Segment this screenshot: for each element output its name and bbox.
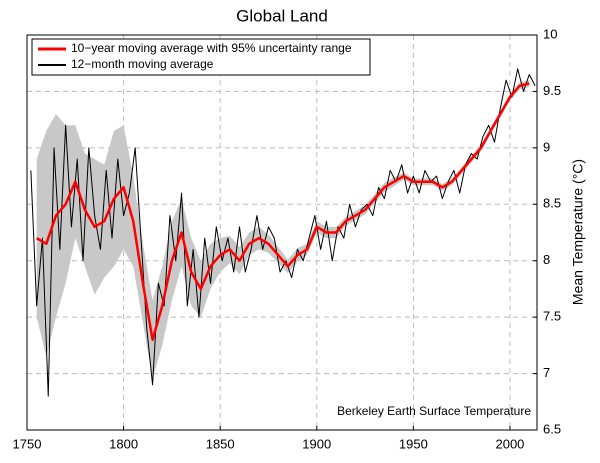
- x-tick-label: 1750: [13, 436, 42, 451]
- average-line: [36, 82, 530, 341]
- y-tick-label: 10: [543, 26, 557, 41]
- x-tick-label: 1900: [302, 436, 331, 451]
- legend-label: 12−month moving average: [71, 57, 214, 71]
- y-tick-label: 8.5: [543, 196, 561, 211]
- chart-title: Global Land: [236, 6, 328, 25]
- legend-box: [31, 38, 371, 76]
- uncertainty-band: [36, 80, 530, 380]
- legend-label: 10−year moving average with 95% uncertai…: [71, 41, 352, 55]
- x-tick-label: 1950: [399, 436, 428, 451]
- y-axis-label: Mean Temperature (°C): [570, 159, 586, 305]
- y-tick-label: 9: [543, 139, 550, 154]
- plot-area: [30, 68, 536, 397]
- annotation: Berkeley Earth Surface Temperature: [337, 404, 531, 418]
- x-tick-label: 2000: [495, 436, 524, 451]
- legend: 10−year moving average with 95% uncertai…: [31, 38, 371, 76]
- x-tick-label: 1800: [109, 436, 138, 451]
- y-tick-label: 7: [543, 365, 550, 380]
- x-tick-label: 1850: [206, 436, 235, 451]
- y-tick-label: 7.5: [543, 309, 561, 324]
- y-tick-label: 9.5: [543, 83, 561, 98]
- y-tick-label: 8: [543, 252, 550, 267]
- plot-frame: [26, 34, 538, 431]
- y-tick-label: 6.5: [543, 421, 561, 436]
